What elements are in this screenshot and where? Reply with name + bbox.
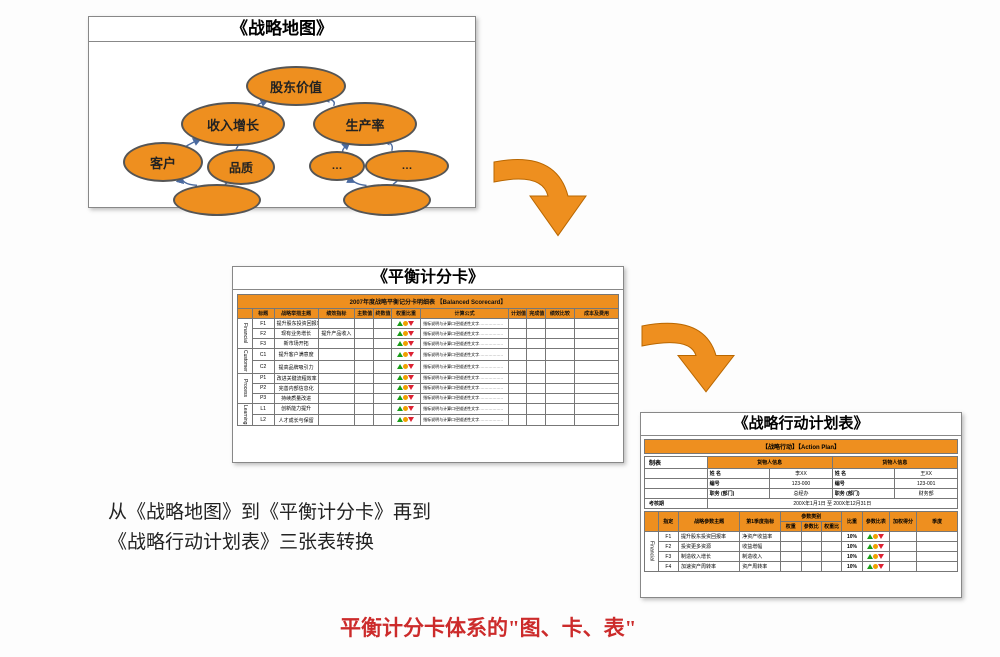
- strategy-map-body: 股东价值收入增长生产率客户品质 ……: [89, 42, 475, 206]
- strategy-node-n_p1: …: [309, 151, 365, 181]
- flow-arrow-2: [634, 306, 744, 416]
- strategy-node-n_qual: 品质: [207, 149, 275, 185]
- owner-info-table: 制表货物人信息货物人信息姓 名李XX姓 名王XX编号123-000编号123-0…: [644, 456, 958, 509]
- caption-line: 《战略行动计划表》三张表转换: [108, 528, 431, 558]
- flow-arrow-1: [486, 142, 596, 262]
- strategy-node-n_top: 股东价值: [246, 66, 346, 106]
- scorecard-panel: 《平衡计分卡》 2007年度战略平衡记分卡明细表 【Balanced Score…: [232, 266, 624, 463]
- strategy-node-n_cust: 客户: [123, 142, 203, 182]
- caption-transform: 从《战略地图》到《平衡计分卡》再到《战略行动计划表》三张表转换: [108, 498, 431, 558]
- action-plan-title: 《战略行动计划表》: [641, 413, 961, 436]
- strategy-node-n_b2: [343, 184, 431, 216]
- scorecard-table: 2007年度战略平衡记分卡明细表 【Balanced Scorecard】标题战…: [237, 294, 619, 426]
- action-plan-panel: 《战略行动计划表》 【战略行动】【Action Plan】制表货物人信息货物人信…: [640, 412, 962, 598]
- action-plan-matrix: 指定战略参数主题第1季度指标参数类别比重参数比表加权得分季度权重参数比权重比Fi…: [644, 511, 958, 572]
- scorecard-title: 《平衡计分卡》: [233, 267, 623, 290]
- strategy-node-n_rev: 收入增长: [181, 102, 285, 146]
- caption-line: 从《战略地图》到《平衡计分卡》再到: [108, 498, 431, 528]
- scorecard-body: 2007年度战略平衡记分卡明细表 【Balanced Scorecard】标题战…: [233, 290, 623, 430]
- strategy-node-n_prod: 生产率: [313, 102, 417, 146]
- strategy-node-n_p2: …: [365, 150, 449, 182]
- action-plan-body: 【战略行动】【Action Plan】制表货物人信息货物人信息姓 名李XX姓 名…: [641, 436, 961, 575]
- strategy-map-title: 《战略地图》: [89, 17, 475, 42]
- action-plan-banner: 【战略行动】【Action Plan】: [644, 439, 958, 454]
- strategy-map-panel: 《战略地图》 股东价值收入增长生产率客户品质 ……: [88, 16, 476, 208]
- caption-summary: 平衡计分卡体系的"图、卡、表": [340, 612, 636, 642]
- strategy-node-n_b1: [173, 184, 261, 216]
